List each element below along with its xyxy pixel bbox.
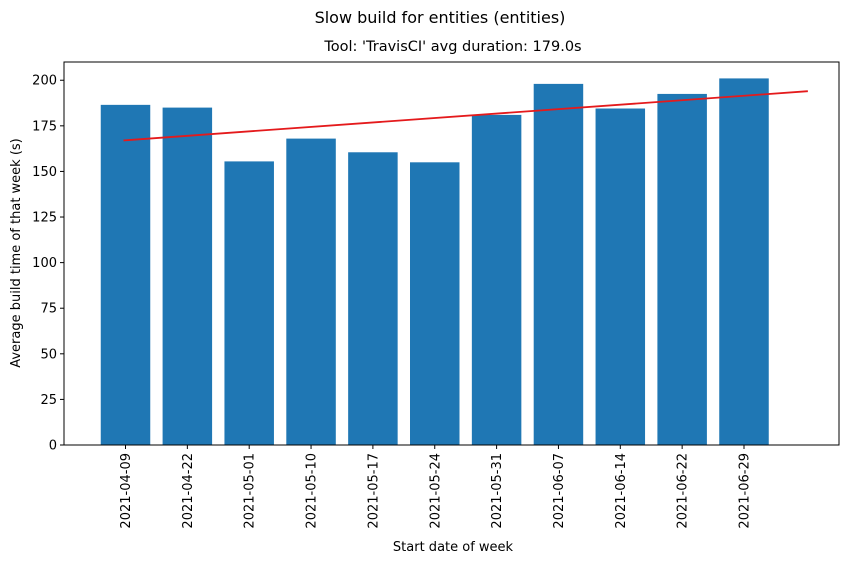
x-tick-label: 2021-06-14 — [614, 453, 629, 529]
y-tick-label: 0 — [49, 439, 57, 454]
x-tick-label: 2021-05-10 — [305, 453, 320, 529]
chart-suptitle: Slow build for entities (entities) — [315, 8, 566, 27]
y-tick-label: 50 — [40, 347, 57, 362]
bar — [100, 104, 151, 445]
x-tick-label: 2021-05-01 — [243, 453, 258, 529]
y-tick-label: 75 — [40, 302, 57, 317]
x-tick-label: 2021-06-22 — [676, 453, 691, 529]
y-tick-label: 150 — [32, 165, 57, 180]
bar — [595, 108, 646, 445]
x-tick-label: 2021-06-07 — [552, 453, 567, 529]
chart-title: Tool: 'TravisCI' avg duration: 179.0s — [323, 39, 581, 55]
bar — [348, 152, 398, 445]
y-tick-label: 25 — [40, 393, 57, 408]
bar — [471, 114, 522, 445]
y-axis-label: Average build time of that week (s) — [9, 138, 24, 368]
bars-group — [100, 78, 769, 446]
x-tick-label: 2021-05-24 — [428, 453, 443, 529]
plot-frame — [63, 61, 840, 446]
y-tick-label: 175 — [32, 119, 57, 134]
trend-line — [123, 90, 808, 142]
x-axis-label: Start date of week — [393, 540, 514, 555]
axes-group: 0 25 50 75 100 125 150 175 200 2021-04-09 2021-04-… — [32, 61, 840, 529]
bar — [533, 83, 584, 445]
bar — [657, 93, 707, 446]
x-tick-label: 2021-04-09 — [119, 453, 134, 529]
bar — [410, 162, 460, 446]
y-tick-label: 100 — [32, 256, 57, 271]
x-tick-label: 2021-05-17 — [366, 453, 381, 529]
x-tick-label: 2021-06-29 — [738, 453, 753, 529]
y-tick-label: 200 — [32, 74, 57, 89]
bar — [162, 107, 213, 445]
bar — [719, 78, 769, 446]
y-tick-label: 125 — [32, 211, 57, 226]
bar — [224, 161, 274, 445]
x-tick-label: 2021-05-31 — [490, 453, 505, 529]
bar — [286, 138, 336, 445]
x-tick-label: 2021-04-22 — [181, 453, 196, 529]
trend-group — [123, 90, 808, 142]
